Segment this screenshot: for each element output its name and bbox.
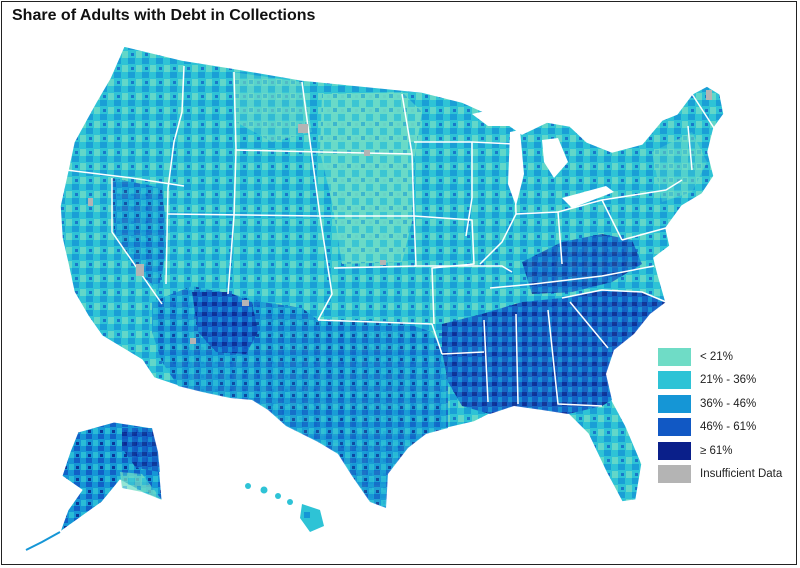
legend-item: ≥ 61% xyxy=(658,439,798,463)
map-title: Share of Adults with Debt in Collections xyxy=(12,7,316,24)
alaska-peninsula xyxy=(25,531,61,551)
state-borders xyxy=(65,65,715,407)
legend-label: Insufficient Data xyxy=(700,468,783,481)
hawaii xyxy=(245,483,324,532)
legend-label: 46% - 61% xyxy=(700,421,757,434)
alaska-dark xyxy=(122,428,160,472)
arizona-dark xyxy=(192,292,258,354)
legend-swatch xyxy=(658,441,691,460)
legend-item: Insufficient Data xyxy=(658,463,798,487)
legend-label: 36% - 46% xyxy=(700,397,757,410)
southeast-region xyxy=(442,290,666,414)
legend-swatch xyxy=(658,418,691,437)
legend-item: < 21% xyxy=(658,345,798,369)
legend-label: < 21% xyxy=(700,350,733,363)
lake-superior xyxy=(472,106,538,126)
legend-item: 46% - 61% xyxy=(658,416,798,440)
northeast-low-region xyxy=(652,132,707,202)
legend-swatch xyxy=(658,394,691,413)
lake-erie xyxy=(562,186,614,208)
alaska-light xyxy=(120,472,162,500)
texas-region xyxy=(252,320,448,508)
legend-swatch xyxy=(658,371,691,390)
legend-item: 36% - 46% xyxy=(658,392,798,416)
legend: < 21% 21% - 36% 36% - 46% 46% - 61% ≥ 61… xyxy=(658,345,798,486)
northwest-low-region xyxy=(232,72,312,142)
appalachia-region xyxy=(522,234,642,294)
legend-label: 21% - 36% xyxy=(700,374,757,387)
plains-low-region xyxy=(320,92,422,264)
legend-label: ≥ 61% xyxy=(700,444,733,457)
legend-item: 21% - 36% xyxy=(658,369,798,393)
nevada-region xyxy=(112,178,168,292)
insufficient-data-areas xyxy=(88,90,712,344)
lake-huron xyxy=(542,138,568,178)
legend-swatch xyxy=(658,465,691,484)
legend-swatch xyxy=(658,347,691,366)
lake-michigan xyxy=(508,130,524,206)
